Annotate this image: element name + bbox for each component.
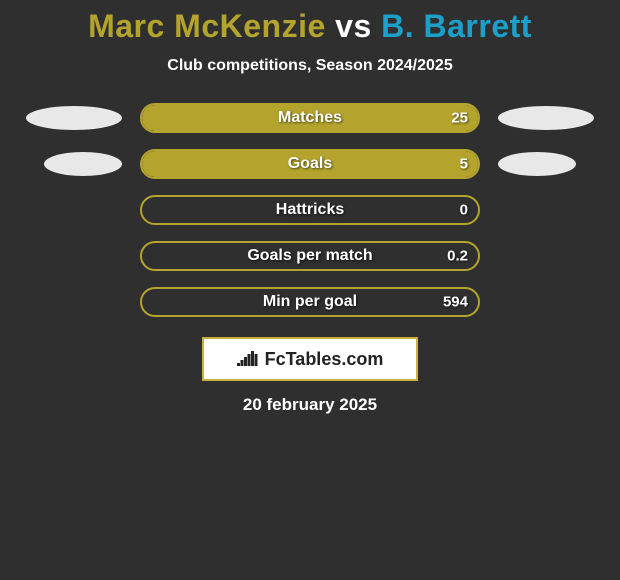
page-title: Marc McKenzie vs B. Barrett	[0, 8, 620, 45]
date-text: 20 february 2025	[0, 395, 620, 415]
stat-row: Min per goal 594	[0, 287, 620, 317]
bar-label: Goals per match	[247, 247, 372, 265]
stats-chart: Matches 25 Goals 5 Hattricks 0 Goals per match…	[0, 103, 620, 317]
stat-row: Hattricks 0	[0, 195, 620, 225]
left-marker	[44, 152, 122, 176]
bar-value: 0	[460, 202, 468, 219]
left-marker	[26, 106, 122, 130]
bar-label: Goals	[288, 155, 332, 173]
player2-name: B. Barrett	[381, 8, 532, 44]
stat-bar: Hattricks 0	[140, 195, 480, 225]
bar-chart-icon	[237, 348, 259, 370]
comparison-infographic: Marc McKenzie vs B. Barrett Club competi…	[0, 0, 620, 415]
stat-row: Goals per match 0.2	[0, 241, 620, 271]
bar-value: 594	[443, 294, 468, 311]
right-marker	[498, 152, 576, 176]
bar-label: Matches	[278, 109, 342, 127]
stat-bar: Goals 5	[140, 149, 480, 179]
player1-name: Marc McKenzie	[88, 8, 326, 44]
bar-label: Hattricks	[276, 201, 344, 219]
bar-value: 0.2	[447, 248, 468, 265]
vs-text: vs	[335, 8, 372, 44]
stat-bar: Matches 25	[140, 103, 480, 133]
stat-row: Goals 5	[0, 149, 620, 179]
logo-box: FcTables.com	[202, 337, 418, 381]
right-marker	[498, 106, 594, 130]
bar-value: 25	[451, 110, 468, 127]
bar-value: 5	[460, 156, 468, 173]
logo-text: FcTables.com	[265, 349, 384, 370]
subtitle: Club competitions, Season 2024/2025	[0, 57, 620, 75]
stat-bar: Min per goal 594	[140, 287, 480, 317]
stat-row: Matches 25	[0, 103, 620, 133]
bar-label: Min per goal	[263, 293, 357, 311]
stat-bar: Goals per match 0.2	[140, 241, 480, 271]
